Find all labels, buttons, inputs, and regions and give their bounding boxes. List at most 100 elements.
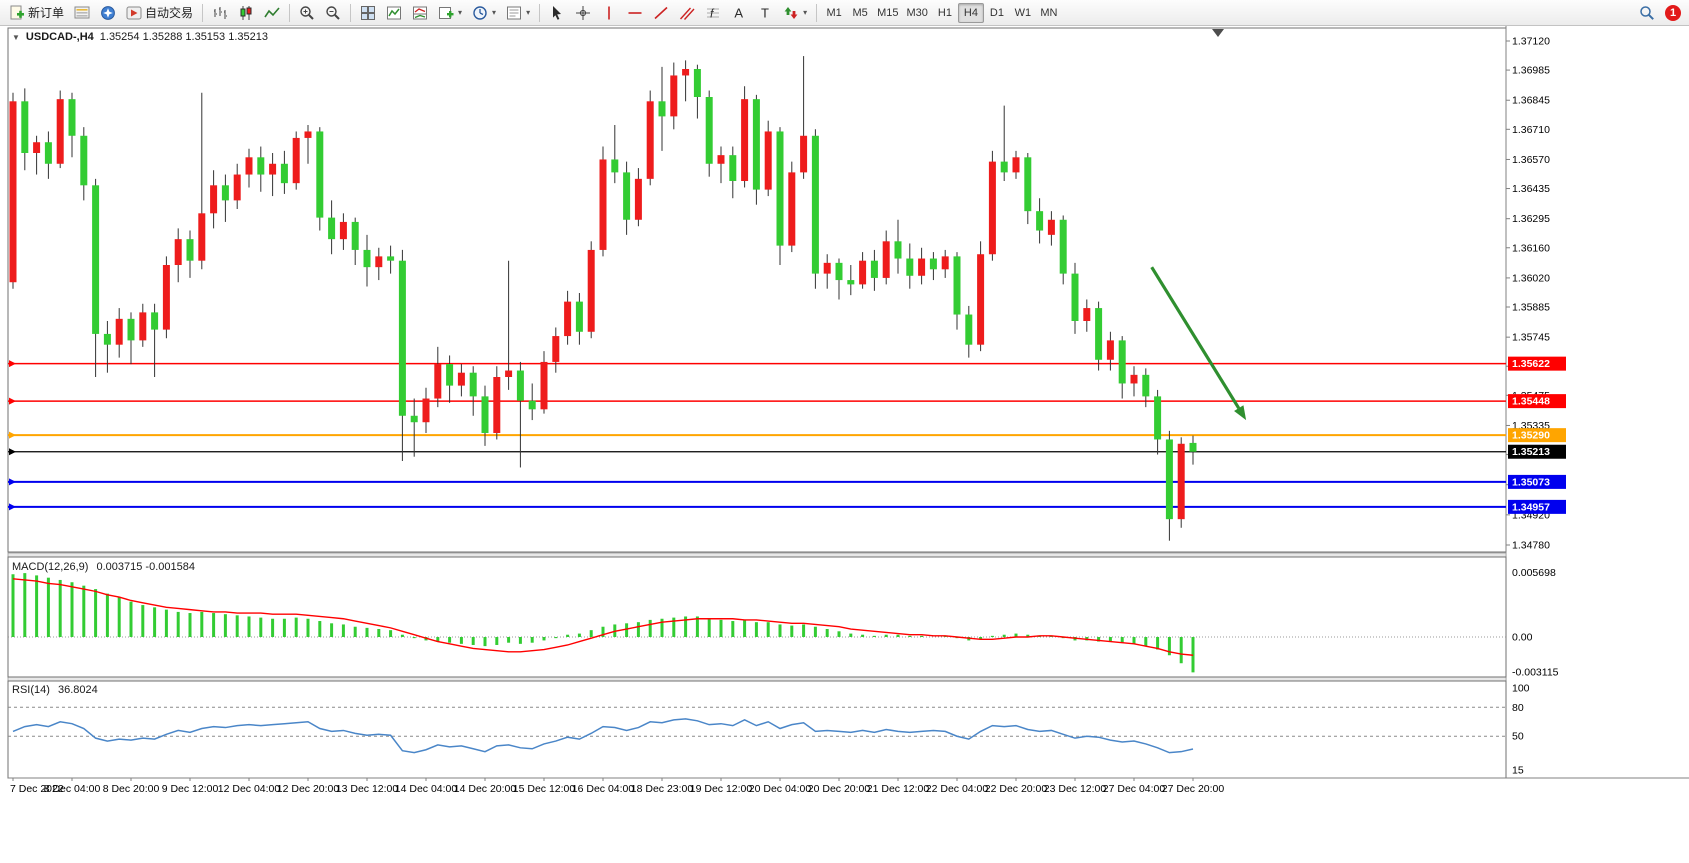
rsi-panel-splitter[interactable]: [7, 676, 1507, 682]
candle-down: [1189, 442, 1197, 452]
candle-down: [658, 101, 666, 117]
line-chart-button[interactable]: [259, 2, 285, 24]
zoom-out-icon: [326, 5, 340, 20]
timeframe-h1-button[interactable]: H1: [937, 6, 952, 19]
macd-panel-splitter[interactable]: [7, 552, 1507, 558]
zoom-out-button[interactable]: [320, 2, 346, 24]
new-order-label: 新订单: [28, 6, 65, 20]
bar-chart-icon: [214, 6, 228, 19]
tile-windows-button[interactable]: [355, 2, 381, 24]
bar-chart-button[interactable]: [207, 2, 233, 24]
text-tool-button[interactable]: A: [726, 2, 752, 24]
vertical-line-tool-button[interactable]: [596, 2, 622, 24]
rsi-axis-label: 15: [1512, 764, 1524, 776]
macd-panel[interactable]: [7, 556, 1507, 678]
text-label-icon: T: [761, 5, 769, 20]
navigator-icon: [101, 5, 115, 20]
candle-up: [800, 135, 808, 173]
candle-down: [1059, 219, 1067, 274]
candle-down: [328, 217, 336, 240]
chart-collapse-icon[interactable]: ▼: [12, 32, 20, 42]
arrows-tool-button[interactable]: ▾: [778, 2, 812, 24]
candlestick-chart-button[interactable]: [233, 2, 259, 24]
fibonacci-tool-button[interactable]: f: [700, 2, 726, 24]
candle-down: [870, 260, 878, 278]
price-tick-label: 1.35885: [1512, 302, 1550, 314]
new-order-button[interactable]: 新订单: [4, 2, 69, 24]
text-label-tool-button[interactable]: T: [752, 2, 778, 24]
candle-up: [198, 213, 206, 261]
candle-down: [953, 256, 961, 315]
search-icon[interactable]: [1639, 5, 1655, 21]
rsi-axis-label: 100: [1512, 683, 1530, 695]
horizontal-line-tool-button[interactable]: [622, 2, 648, 24]
horizontal-line-icon: [628, 11, 642, 14]
candle-up: [422, 398, 430, 423]
navigator-button[interactable]: [95, 2, 121, 24]
dropdown-caret-icon: ▾: [803, 8, 808, 17]
candle-up: [115, 318, 123, 345]
cursor-tool-button[interactable]: [544, 2, 570, 24]
macd-name: MACD(12,26,9): [12, 561, 89, 573]
candle-up: [882, 241, 890, 278]
current-price-badge: 1.35213: [1508, 444, 1566, 459]
candle-down: [623, 172, 631, 220]
crosshair-tool-button[interactable]: [570, 2, 596, 24]
candle-down: [1000, 161, 1008, 173]
timeframe-mn-button[interactable]: MN: [1040, 6, 1058, 19]
timeframe-w1-button[interactable]: W1: [1014, 6, 1032, 19]
timeframe-m30-button[interactable]: M30: [906, 6, 928, 19]
chart-shift-marker[interactable]: [1212, 29, 1224, 37]
price-tick-label: 1.36295: [1512, 213, 1550, 225]
time-tick-label: 16 Dec 04:00: [572, 783, 635, 795]
candle-down: [80, 135, 88, 186]
time-tick-label: 9 Dec 12:00: [162, 783, 219, 795]
macd-axis-label: -0.003115: [1512, 667, 1559, 679]
candlestick-chart-icon: [240, 5, 252, 20]
price-tick-label: 1.36435: [1512, 183, 1550, 195]
arrows-icon: [784, 6, 798, 19]
line-left-marker-icon: [9, 448, 16, 456]
candle-up: [646, 101, 654, 179]
candle-down: [127, 318, 135, 341]
chart-properties-button[interactable]: ▾: [501, 2, 535, 24]
timeframe-m15-button[interactable]: M15: [877, 6, 899, 19]
svg-text:1.35073: 1.35073: [1512, 476, 1550, 488]
candle-down: [92, 185, 100, 334]
time-tick-label: 27 Dec 04:00: [1103, 783, 1166, 795]
candle-up: [764, 131, 772, 190]
time-tick-label: 14 Dec 20:00: [454, 783, 517, 795]
timeframe-m5-button[interactable]: M5: [852, 6, 868, 19]
macd-axis-label: 0.005698: [1512, 567, 1556, 579]
timeframe-m1-button[interactable]: M1: [826, 6, 842, 19]
indicators-button[interactable]: [381, 2, 407, 24]
autotrading-button[interactable]: 自动交易: [121, 2, 198, 24]
timeframe-h4-button[interactable]: H4: [957, 2, 984, 23]
channel-tool-button[interactable]: [674, 2, 700, 24]
notification-badge[interactable]: 1: [1665, 5, 1681, 21]
market-watch-button[interactable]: [69, 2, 95, 24]
candle-down: [1036, 211, 1044, 231]
candle-down: [257, 157, 265, 175]
indicator-windows-button[interactable]: [407, 2, 433, 24]
line-left-marker-icon: [9, 397, 16, 405]
candle-down: [1024, 157, 1032, 212]
time-tick-label: 8 Dec 20:00: [103, 783, 160, 795]
timeframe-d1-button[interactable]: D1: [989, 6, 1004, 19]
candle-up: [564, 301, 572, 337]
zoom-in-button[interactable]: [294, 2, 320, 24]
new-chart-button[interactable]: ▾: [433, 2, 467, 24]
price-tick-label: 1.36020: [1512, 272, 1550, 284]
time-tick-label: 18 Dec 23:00: [631, 783, 694, 795]
trendline-tool-button[interactable]: [648, 2, 674, 24]
period-clock-button[interactable]: ▾: [467, 2, 501, 24]
candle-up: [634, 178, 642, 220]
macd-axis-label: 0.00: [1512, 632, 1533, 644]
rsi-panel[interactable]: [7, 680, 1507, 779]
candle-down: [469, 372, 477, 397]
candle-up: [9, 101, 17, 283]
trend-arrow[interactable]: [1150, 266, 1247, 421]
